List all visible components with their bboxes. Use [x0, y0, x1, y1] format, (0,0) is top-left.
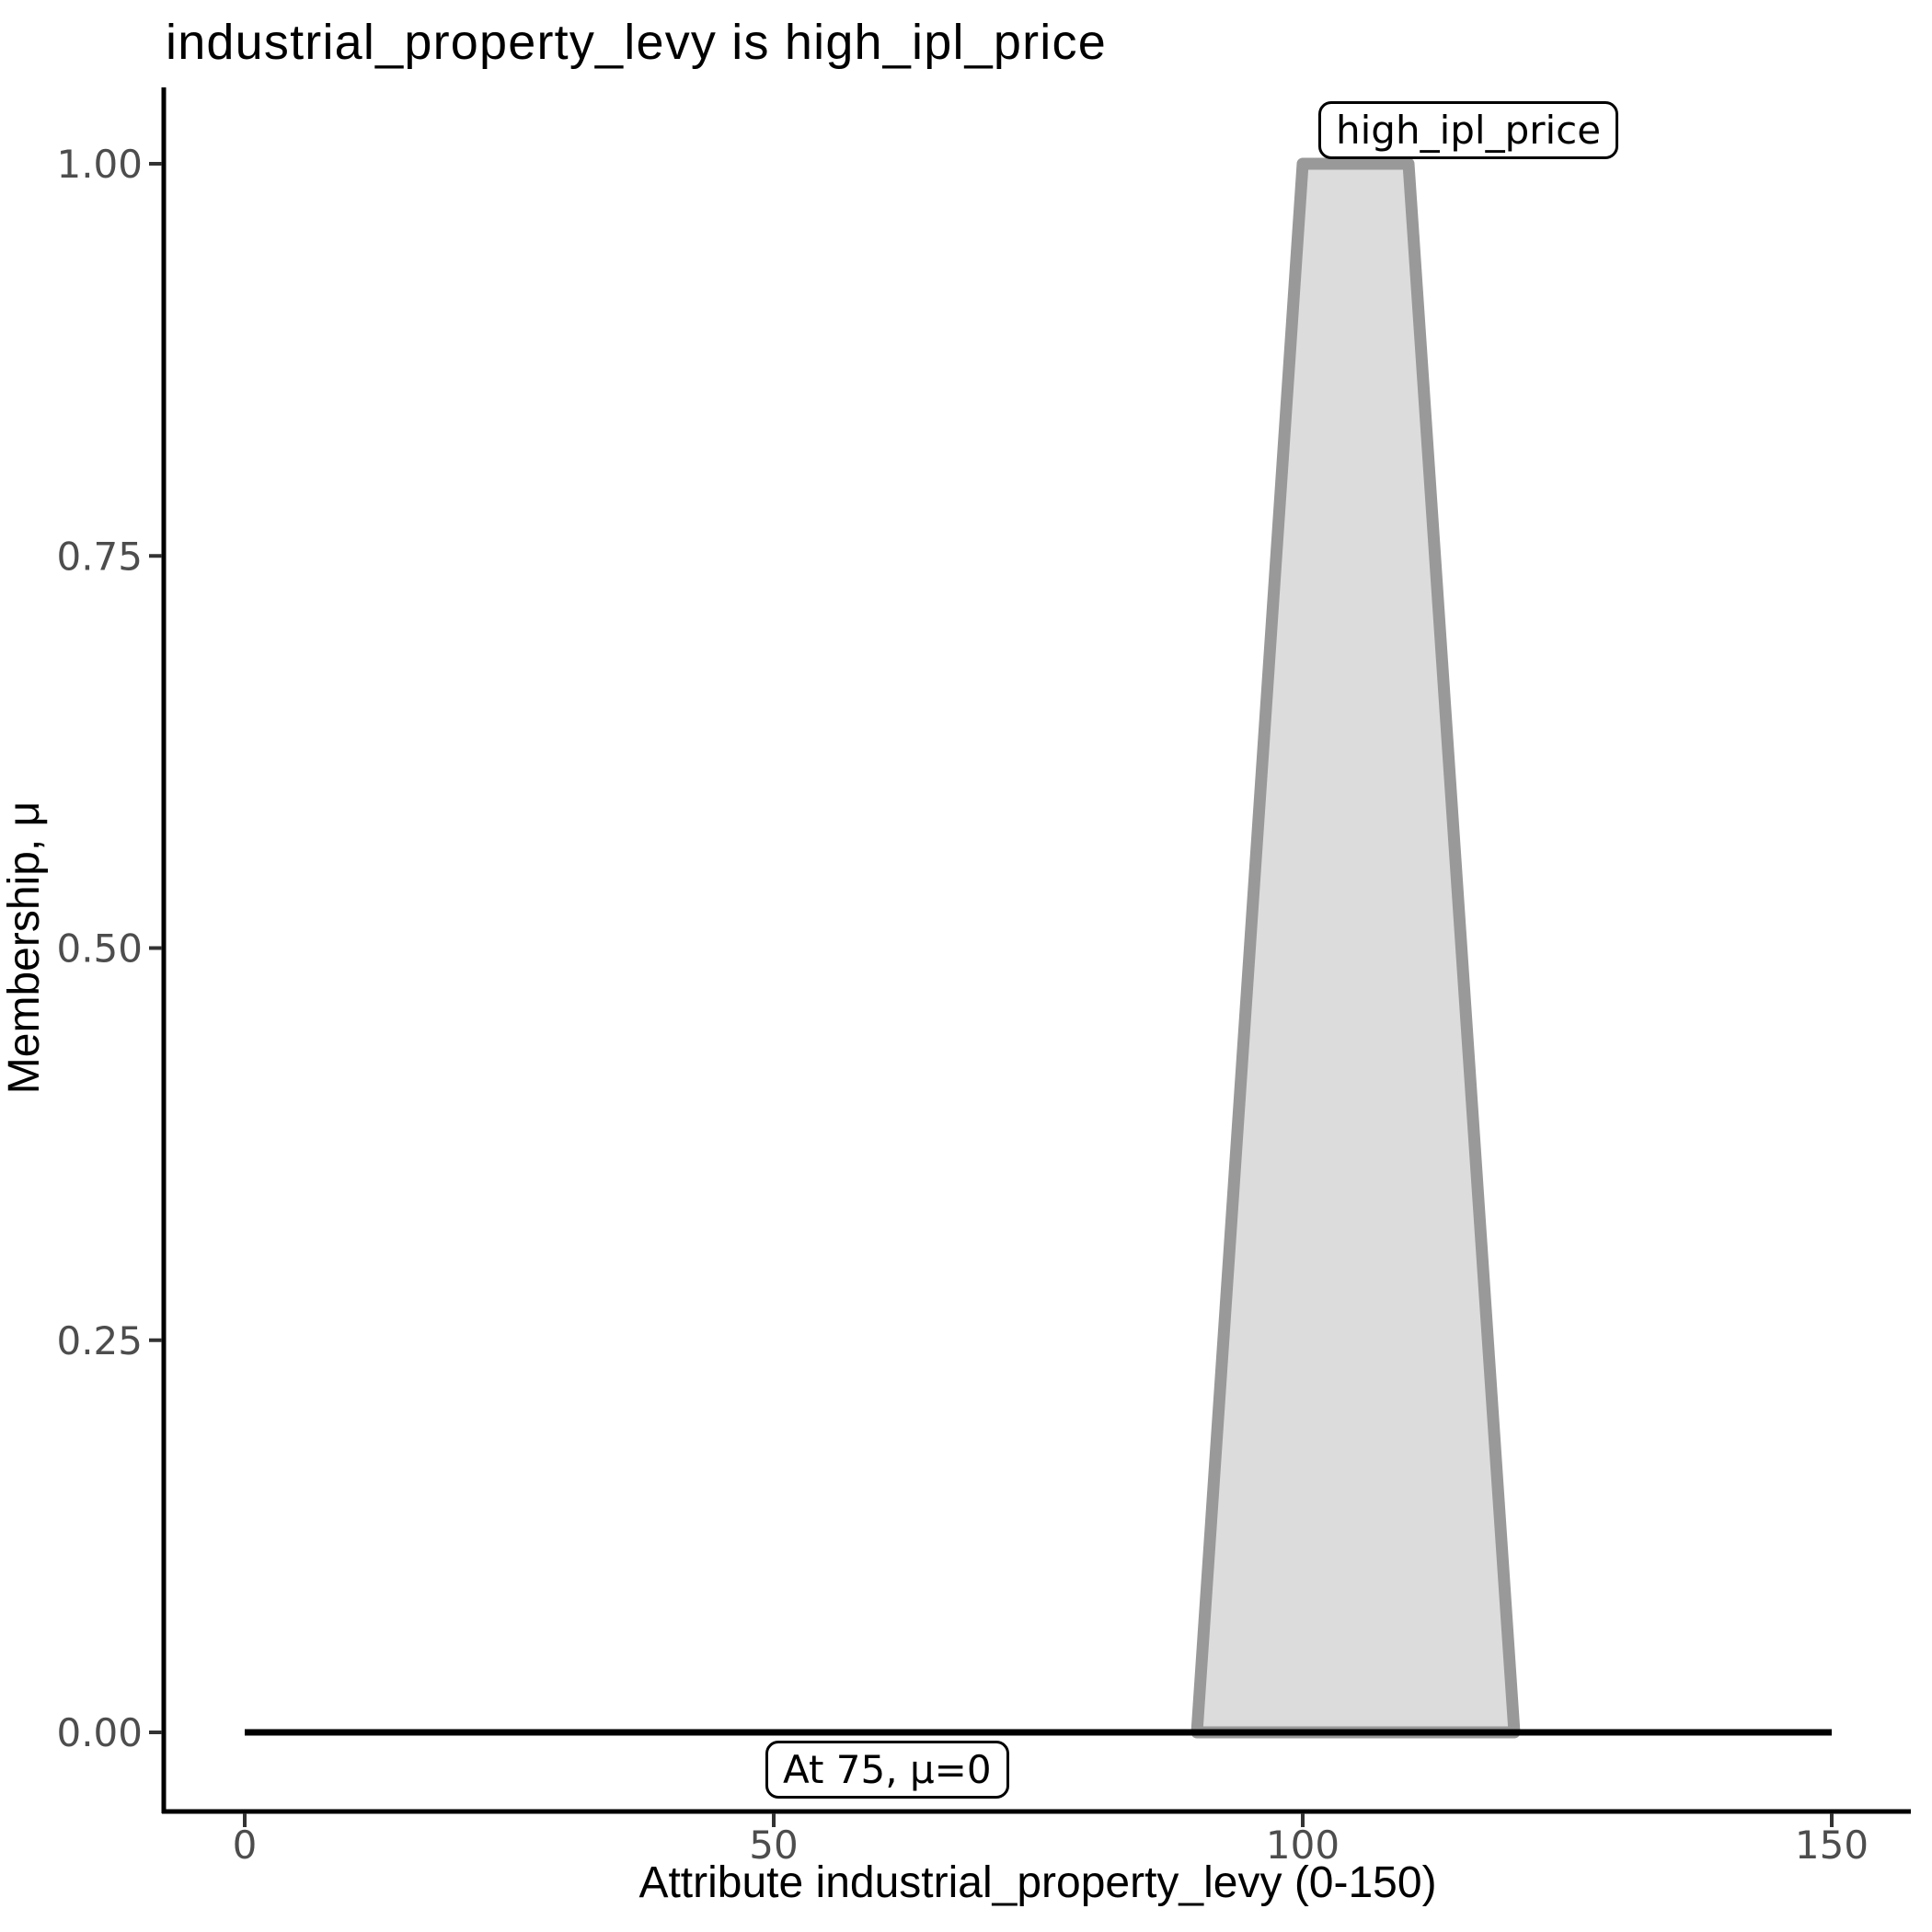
x-tick-label: 0: [233, 1823, 258, 1868]
x-tick-label: 50: [749, 1823, 798, 1868]
x-axis-label: Attribute industrial_property_levy (0-15…: [638, 1858, 1436, 1907]
y-tick-label: 0.00: [56, 1710, 143, 1755]
y-tick-label: 0.50: [56, 926, 143, 972]
annotation-set-label: high_ipl_price: [1318, 101, 1619, 159]
x-tick-label: 150: [1795, 1823, 1869, 1868]
membership-function-shape: [1190, 157, 1521, 1739]
y-tick-label: 1.00: [56, 142, 143, 187]
annotation-evaluation-label: At 75, μ=0: [765, 1741, 1009, 1799]
y-axis-label: Membership, μ: [0, 801, 49, 1094]
tick-layer: 0 50 100 150 0.00 0.25 0.50 0.75 1.00: [56, 142, 1869, 1868]
x-tick-label: 100: [1266, 1823, 1340, 1868]
series-layer: [245, 157, 1832, 1739]
plot-title: industrial_property_levy is high_ipl_pri…: [166, 15, 1107, 70]
y-tick-label: 0.25: [56, 1318, 143, 1363]
y-tick-label: 0.75: [56, 534, 143, 579]
